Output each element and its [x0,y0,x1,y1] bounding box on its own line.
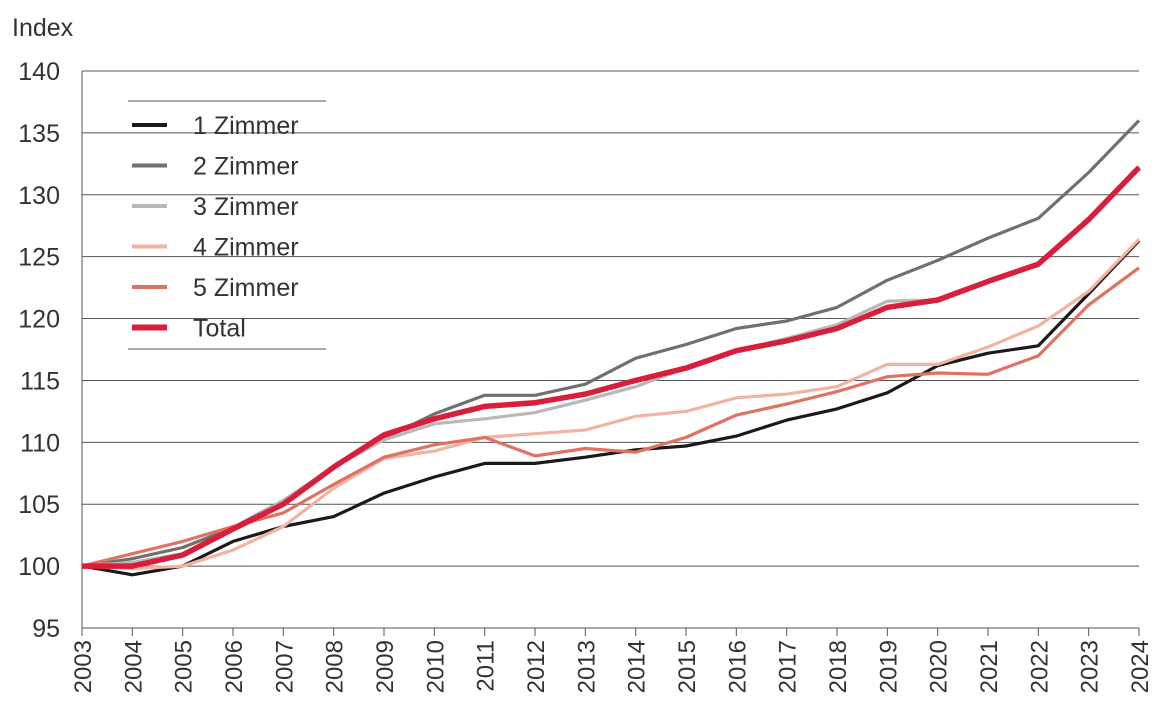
series-line-3-zimmer [81,165,1141,568]
y-tick-label: 95 [32,615,60,643]
x-tick-label: 2020 [926,640,953,693]
x-tick-label: 2011 [473,640,500,692]
y-tick-label: 110 [20,429,60,457]
y-tick-label: 130 [18,182,60,210]
series-line-1-zimmer [81,239,1141,577]
x-tick-label: 2022 [1026,640,1053,693]
x-tick-label: 2012 [523,640,550,693]
x-tick-label: 2005 [171,640,198,693]
x-tick-label: 2016 [724,640,751,693]
series-line-total [82,165,1141,569]
x-tick-label: 2019 [875,640,902,693]
x-tick-label: 2003 [70,640,97,693]
x-tick-label: 2017 [775,640,802,693]
y-tick-label: 115 [20,367,60,395]
x-tick-label: 2004 [120,640,147,693]
y-tick-label: 100 [18,553,60,581]
series-line-4-zimmer [81,238,1141,571]
x-tick-label: 2010 [422,640,449,693]
y-tick-label: 135 [18,120,60,148]
x-tick-label: 2014 [624,640,651,693]
x-tick-label: 2023 [1077,640,1104,693]
x-tick-label: 2024 [1127,640,1154,693]
legend-label: 4 Zimmer [193,234,299,262]
x-tick-label: 2015 [674,640,701,693]
x-tick-label: 2008 [322,640,349,693]
legend-label: 2 Zimmer [193,153,299,181]
x-tick-label: 2007 [271,640,298,693]
legend-label: 3 Zimmer [193,193,299,221]
legend-label: 1 Zimmer [193,112,299,140]
series-line-5-zimmer [81,266,1140,568]
y-tick-label: 120 [18,306,60,334]
legend: 1 Zimmer 2 Zimmer 3 Zimmer 4 Zimmer 5 Zimmer… [128,100,326,350]
x-tick-label: 2013 [573,640,600,693]
x-tick-label: 2006 [221,640,248,693]
legend-label: Total [193,315,246,343]
y-axis-label: Index [12,14,74,42]
x-tick-label: 2018 [825,640,852,693]
y-tick-label: 105 [18,491,60,519]
series-line-2-zimmer [81,119,1141,568]
legend-label: 5 Zimmer [193,274,299,302]
y-tick-label: 125 [18,244,60,272]
y-tick-label: 140 [18,58,60,86]
x-tick-label: 2021 [976,640,1003,693]
x-tick-label: 2009 [372,640,399,693]
